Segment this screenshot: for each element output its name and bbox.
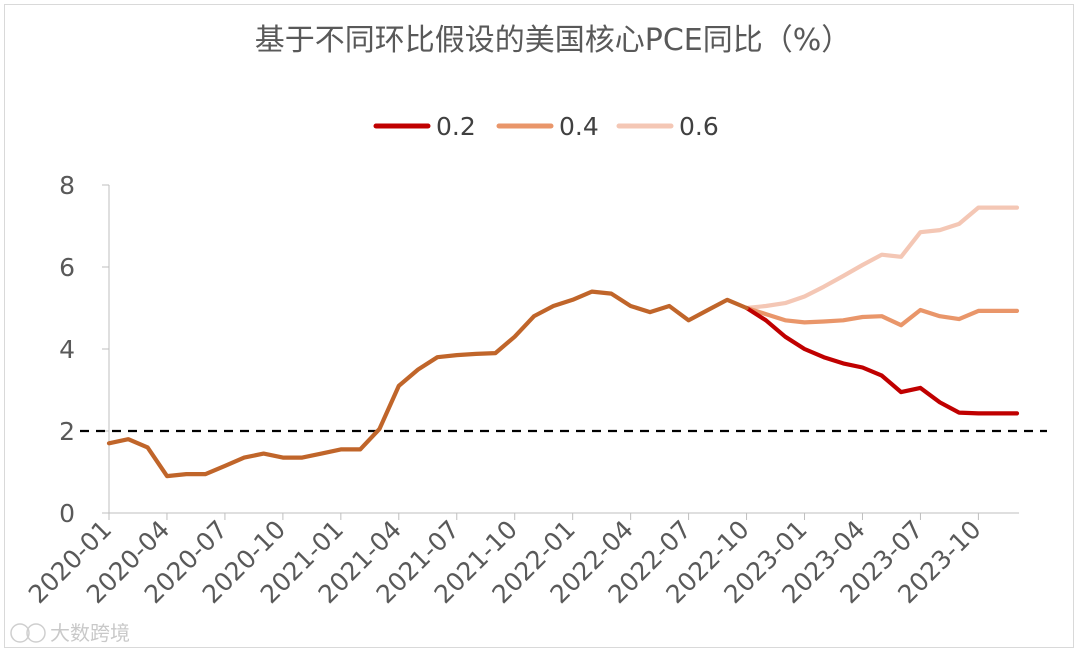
- legend-label-0-4: 0.4: [559, 112, 599, 141]
- chart-frame: [4, 4, 1074, 648]
- watermark-logo-icon-2: [26, 623, 46, 643]
- watermark: 大数跨境: [10, 621, 130, 645]
- y-tick-label: 2: [59, 417, 75, 446]
- axes: 024682020-012020-042020-072020-102021-01…: [23, 171, 1047, 609]
- y-tick-label: 6: [59, 253, 75, 282]
- series-line-0-4: [744, 305, 1020, 328]
- historical-line: [106, 289, 749, 479]
- y-tick-label: 8: [59, 171, 75, 200]
- series-line-0-2: [744, 305, 1020, 416]
- y-tick-label: 4: [59, 335, 75, 364]
- series-line-0-6: [744, 205, 1020, 311]
- legend-label-0-6: 0.6: [679, 112, 719, 141]
- series-lines: [106, 205, 1020, 479]
- y-tick-label: 0: [59, 499, 75, 528]
- legend-label-0-2: 0.2: [436, 112, 476, 141]
- chart-title: 基于不同环比假设的美国核心PCE同比（%）: [255, 23, 852, 58]
- legend: 0.2 0.4 0.6: [373, 112, 719, 141]
- watermark-text: 大数跨境: [50, 621, 130, 645]
- watermark-logo-icon: [10, 623, 30, 643]
